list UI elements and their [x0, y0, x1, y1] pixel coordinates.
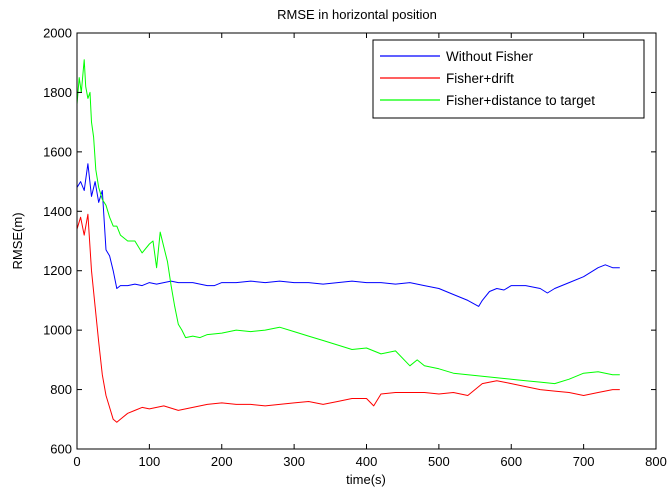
legend-label-3: Fisher+distance to target: [446, 93, 595, 108]
y-tick-label: 1400: [43, 204, 72, 219]
series-line-3: [76, 59, 620, 385]
y-tick-label: 600: [50, 442, 72, 457]
x-tick-label: 300: [283, 454, 305, 469]
ticks-layer: 0 100 200 300 400 500 600 700 800 600 800 1000 1200 1…: [43, 26, 667, 470]
x-tick-label: 700: [573, 454, 595, 469]
x-tick-label: 400: [356, 454, 378, 469]
y-tick-label: 1000: [43, 323, 72, 338]
series-line-2: [76, 213, 620, 423]
y-tick-label: 800: [50, 382, 72, 397]
x-tick-label: 0: [73, 454, 80, 469]
y-tick-label: 1600: [43, 144, 72, 159]
x-tick-label: 200: [211, 454, 233, 469]
x-tick-label: 800: [645, 454, 667, 469]
series-line-1: [76, 163, 620, 307]
legend: Without Fisher Fisher+drift Fisher+distanc…: [372, 39, 645, 119]
x-tick-label: 100: [139, 454, 161, 469]
legend-label-2: Fisher+drift: [446, 71, 514, 86]
x-tick-label: 500: [428, 454, 450, 469]
x-tick-label: 600: [500, 454, 522, 469]
legend-box: [372, 39, 645, 119]
y-tick-label: 1800: [43, 85, 72, 100]
legend-label-1: Without Fisher: [446, 49, 534, 64]
y-tick-label: 1200: [43, 263, 72, 278]
chart-title: RMSE in horizontal position: [277, 7, 437, 22]
x-axis-label: time(s): [346, 472, 386, 487]
y-axis-label: RMSE(m): [10, 212, 25, 269]
series-layer: [76, 59, 620, 423]
y-tick-label: 2000: [43, 26, 72, 41]
